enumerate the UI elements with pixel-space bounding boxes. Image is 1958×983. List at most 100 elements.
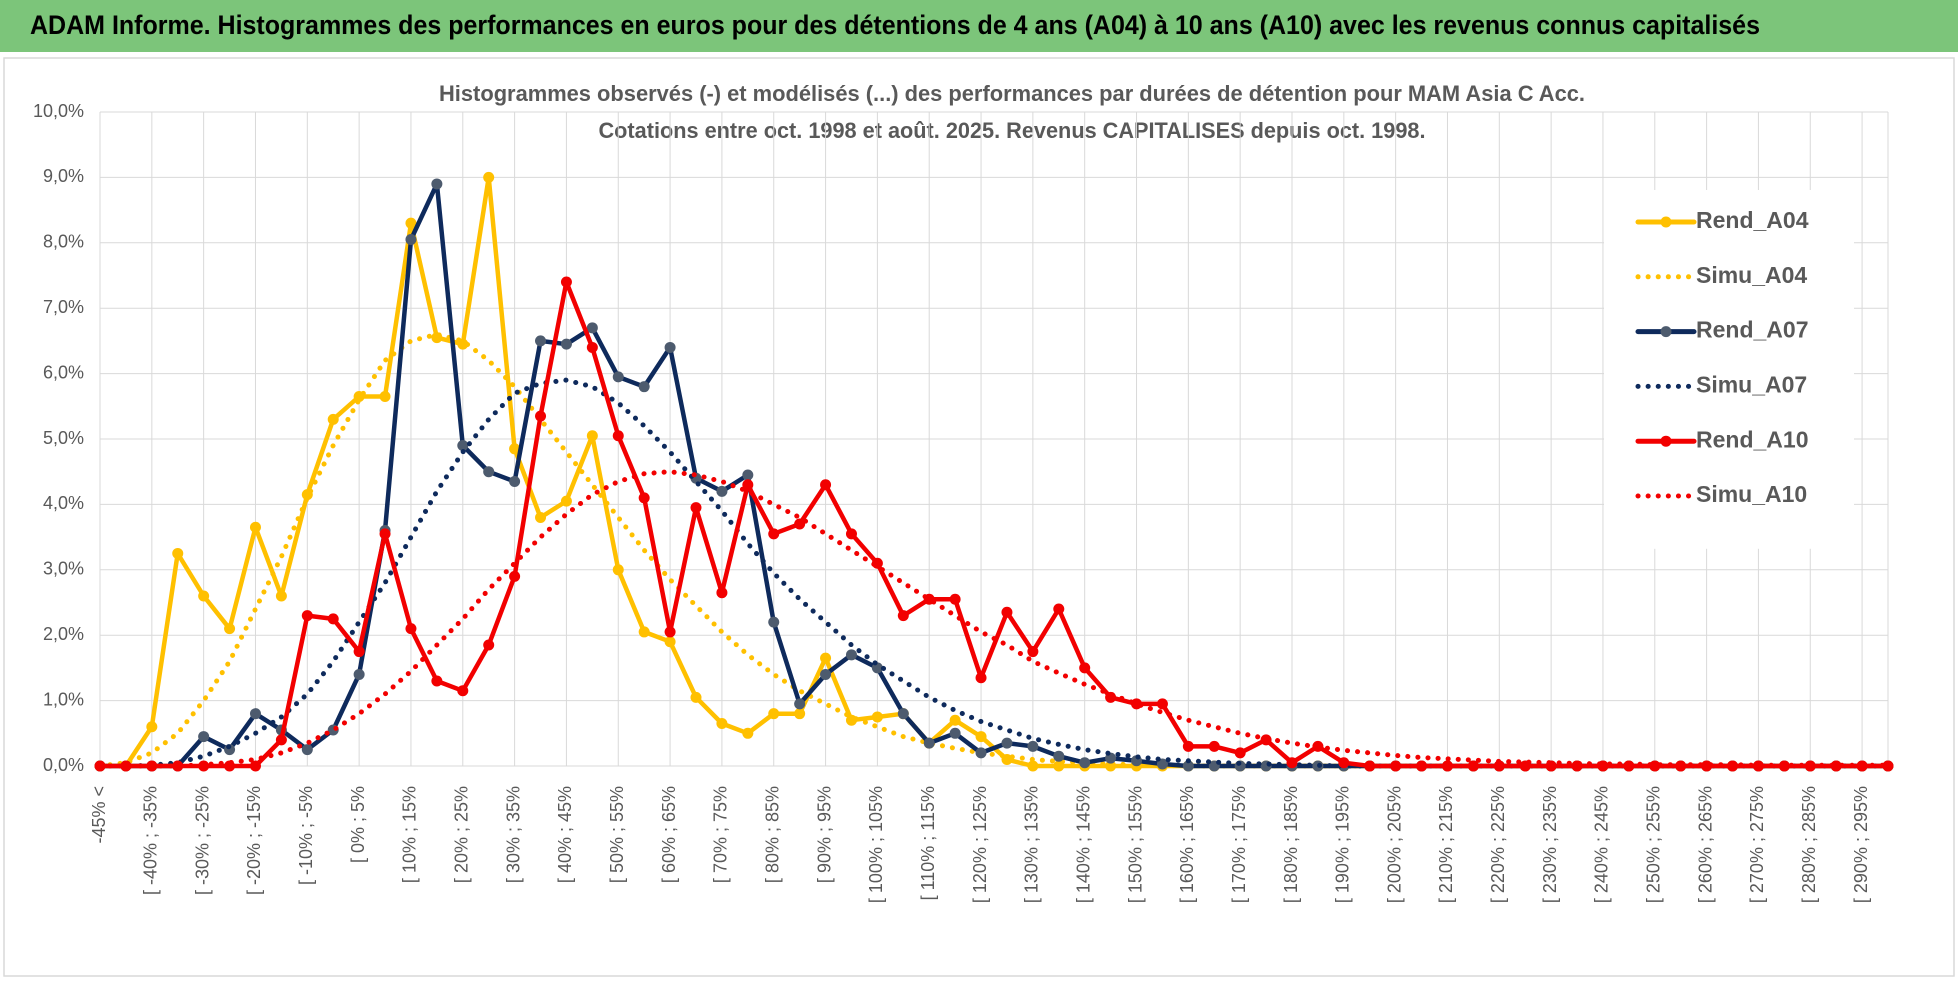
legend-label: Simu_A10: [1696, 481, 1807, 507]
data-point: [949, 727, 961, 739]
data-point: [1416, 760, 1428, 772]
x-tick-label: [ 100% ; 105%: [866, 786, 886, 903]
data-point: [172, 547, 184, 559]
data-point: [120, 760, 132, 772]
y-tick-label: 4,0%: [43, 493, 84, 513]
x-tick-label: [ 220% ; 225%: [1488, 786, 1508, 903]
x-tick-label: [ 70% ; 75%: [711, 786, 731, 883]
data-point: [716, 485, 728, 497]
data-point: [690, 502, 702, 514]
data-point: [742, 727, 754, 739]
data-point: [1182, 740, 1194, 752]
x-tick-label: [ 200% ; 205%: [1384, 786, 1404, 903]
x-tick-label: [ -10% ; -5%: [296, 786, 316, 885]
grid: -45% < [ -40% ; -35% [ -30% ; -25% [ -20% ;…: [33, 101, 1889, 903]
data-point: [690, 691, 702, 703]
data-point: [845, 649, 857, 661]
x-tick-label: [ 160% ; 165%: [1177, 786, 1197, 903]
data-point: [923, 737, 935, 749]
data-point: [1493, 760, 1505, 772]
y-tick-label: 6,0%: [43, 362, 84, 382]
data-point: [820, 479, 832, 491]
legend-marker: [1660, 216, 1672, 228]
data-point: [768, 616, 780, 628]
data-point: [249, 521, 261, 533]
data-point: [716, 717, 728, 729]
x-tick-label: [ 240% ; 245%: [1592, 786, 1612, 903]
data-point: [405, 217, 417, 229]
x-tick-label: [ 250% ; 255%: [1644, 786, 1664, 903]
data-point: [612, 430, 624, 442]
x-tick-label: [ 230% ; 235%: [1540, 786, 1560, 903]
data-point: [897, 708, 909, 720]
data-point: [146, 721, 158, 733]
x-tick-label: [ 30% ; 35%: [503, 786, 523, 883]
data-point: [871, 711, 883, 723]
plot: [94, 171, 1894, 772]
data-point: [249, 760, 261, 772]
data-point: [1364, 760, 1376, 772]
y-tick-label: 9,0%: [43, 166, 84, 186]
legend-label: Simu_A04: [1696, 262, 1807, 288]
x-tick-label: [ 40% ; 45%: [555, 786, 575, 883]
data-point: [768, 708, 780, 720]
x-tick-label: [ 60% ; 65%: [659, 786, 679, 883]
data-point: [1830, 760, 1842, 772]
x-tick-label: [ 10% ; 15%: [400, 786, 420, 883]
data-point: [483, 171, 495, 183]
data-point: [560, 338, 572, 350]
x-tick-label: [ 290% ; 295%: [1851, 786, 1871, 903]
data-point: [612, 564, 624, 576]
chart-subtitle: Cotations entre oct. 1998 et août. 2025.…: [599, 118, 1426, 143]
x-tick-label: [ 150% ; 155%: [1125, 786, 1145, 903]
data-point: [975, 731, 987, 743]
data-point: [535, 410, 547, 422]
data-point: [198, 731, 210, 743]
data-point: [897, 610, 909, 622]
data-point: [949, 593, 961, 605]
header-title: ADAM Informe. Histogrammes des performan…: [30, 10, 1760, 40]
data-point: [1208, 740, 1220, 752]
data-point: [1882, 760, 1894, 772]
data-point: [457, 440, 469, 452]
legend: Rend_A04 Simu_A04 Rend_A07 Simu_A07 Rend_A10…: [1604, 190, 1854, 549]
data-point: [431, 675, 443, 687]
data-point: [405, 623, 417, 635]
data-point: [431, 178, 443, 190]
data-point: [483, 466, 495, 478]
x-tick-label: [ 210% ; 215%: [1436, 786, 1456, 903]
data-point: [509, 570, 521, 582]
data-point: [353, 646, 365, 658]
legend-label: Rend_A10: [1696, 426, 1808, 452]
data-point: [1053, 603, 1065, 615]
data-point: [586, 341, 598, 353]
x-tick-label: [ 190% ; 195%: [1333, 786, 1353, 903]
data-point: [1441, 760, 1453, 772]
data-point: [301, 744, 313, 756]
data-point: [1027, 646, 1039, 658]
data-point: [405, 234, 417, 246]
data-point: [820, 668, 832, 680]
x-tick-label: [ 280% ; 285%: [1799, 786, 1819, 903]
data-point: [586, 322, 598, 334]
x-tick-label: [ 270% ; 275%: [1747, 786, 1767, 903]
chart-frame: [3, 57, 1955, 977]
y-tick-label: 10,0%: [33, 101, 84, 121]
data-point: [353, 668, 365, 680]
x-tick-label: [ 90% ; 95%: [814, 786, 834, 883]
y-tick-label: 2,0%: [43, 624, 84, 644]
y-tick-label: 5,0%: [43, 428, 84, 448]
data-point: [509, 476, 521, 488]
data-point: [1027, 760, 1039, 772]
data-point: [224, 623, 236, 635]
x-tick-label: [ 110% ; 115%: [918, 786, 938, 900]
data-point: [820, 652, 832, 664]
legend-marker: [1660, 435, 1672, 447]
data-point: [1001, 606, 1013, 618]
data-point: [1079, 662, 1091, 674]
x-tick-label: -45% <: [89, 786, 109, 844]
x-tick-label: [ 50% ; 55%: [607, 786, 627, 883]
data-point: [1182, 760, 1194, 772]
data-point: [379, 528, 391, 540]
